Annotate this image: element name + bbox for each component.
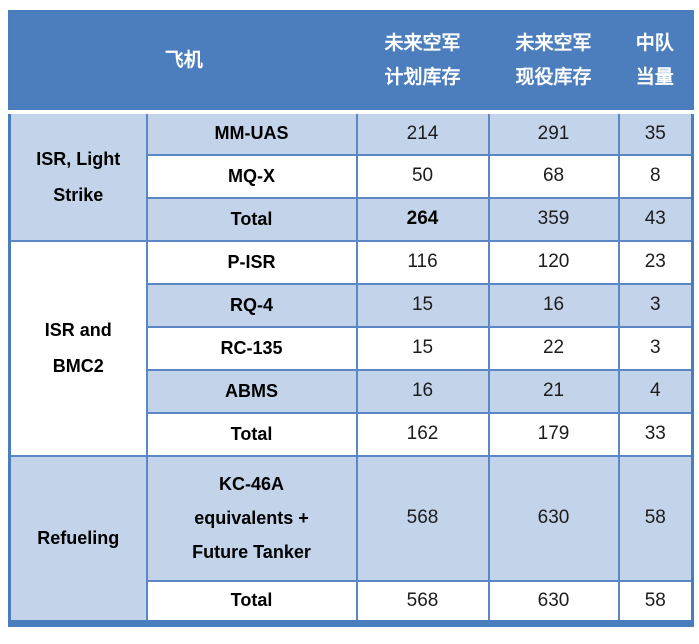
total-label-cell: Total — [145, 579, 358, 625]
planned-value: 50 — [355, 153, 490, 199]
squadron-value: 58 — [617, 579, 694, 625]
total-label-cell: Total — [145, 196, 358, 242]
aircraft-cell: ABMS — [145, 368, 358, 414]
aircraft-inventory-table: 飞机 未来空军 计划库存 未来空军 现役库存 中队 当量 — [8, 10, 695, 627]
planned-value: 568 — [355, 454, 490, 582]
header-active-line1: 未来空军 — [515, 33, 592, 55]
table-row: ISR and BMC2 P-ISR 116 120 23 — [8, 239, 694, 457]
group-cell-isr-light-strike: ISR, Light Strike — [8, 110, 148, 242]
table-row: Total 568 630 58 — [10, 579, 694, 625]
group-label-line: Refueling — [37, 528, 120, 549]
squadron-value: 43 — [617, 196, 694, 242]
aircraft-cell: RQ-4 — [145, 282, 358, 328]
header-planned-line2: 计划库存 — [384, 67, 461, 89]
planned-value: 16 — [355, 368, 490, 414]
squadron-value: 33 — [617, 411, 694, 457]
active-value: 16 — [487, 282, 620, 328]
table-row: ISR, Light Strike MM-UAS 214 291 35 — [8, 110, 694, 242]
squadron-value: 8 — [617, 153, 694, 199]
group-label-line: BMC2 — [52, 356, 104, 376]
header-squadron-line2: 当量 — [635, 67, 674, 89]
active-value: 22 — [487, 325, 620, 371]
header-squadron-line1: 中队 — [635, 33, 674, 55]
header-aircraft-label: 飞机 — [164, 50, 203, 72]
table-header: 飞机 未来空军 计划库存 未来空军 现役库存 中队 当量 — [9, 11, 693, 114]
squadron-value: 4 — [617, 368, 694, 414]
table-row: RC-135 15 22 3 — [10, 325, 694, 371]
table-row: Total 162 179 33 — [10, 411, 694, 457]
planned-value: 568 — [355, 579, 490, 625]
header-planned-inventory: 未来空军 计划库存 — [356, 11, 489, 114]
active-value: 68 — [487, 153, 620, 199]
total-label-cell: Total — [145, 411, 358, 457]
active-value: 630 — [487, 579, 620, 625]
table-row: RQ-4 15 16 3 — [10, 282, 694, 328]
header-planned-line1: 未来空军 — [384, 33, 461, 55]
table-row: Refueling KC-46A equivalents + Future Ta… — [8, 454, 694, 625]
table-row: ABMS 16 21 4 — [10, 368, 694, 414]
aircraft-label-line: KC-46A — [219, 473, 285, 494]
group-label-line: ISR, Light — [36, 148, 121, 169]
header-active-line2: 现役库存 — [515, 67, 592, 89]
group-cell-refueling: Refueling — [8, 454, 148, 625]
active-value: 291 — [487, 110, 620, 156]
aircraft-cell: MM-UAS — [145, 110, 358, 156]
planned-value: 162 — [355, 411, 490, 457]
active-value: 120 — [487, 239, 620, 285]
group-label-line: ISR and — [44, 320, 112, 340]
planned-value: 15 — [355, 282, 490, 328]
squadron-value: 3 — [617, 325, 694, 371]
aircraft-cell: P-ISR — [145, 239, 358, 285]
aircraft-label-line: Future Tanker — [192, 542, 311, 563]
active-value: 630 — [487, 454, 620, 582]
aircraft-label-line: equivalents + — [194, 507, 309, 528]
active-value: 359 — [487, 196, 620, 242]
active-value: 179 — [487, 411, 620, 457]
aircraft-cell-kc46a: KC-46A equivalents + Future Tanker — [145, 454, 358, 582]
squadron-value: 35 — [617, 110, 694, 156]
planned-value: 264 — [355, 196, 490, 242]
header-aircraft: 飞机 — [9, 11, 357, 114]
planned-value: 116 — [355, 239, 490, 285]
squadron-value: 23 — [617, 239, 694, 285]
active-value: 21 — [487, 368, 620, 414]
aircraft-cell: RC-135 — [145, 325, 358, 371]
group-label-line: Strike — [53, 184, 104, 205]
header-active-inventory: 未来空军 现役库存 — [488, 11, 619, 114]
table-row: MQ-X 50 68 8 — [10, 153, 694, 199]
squadron-value: 58 — [617, 454, 694, 582]
header-squadron-equivalent: 中队 当量 — [618, 11, 693, 114]
squadron-value: 3 — [617, 282, 694, 328]
planned-value: 214 — [355, 110, 490, 156]
group-cell-isr-and-bmc2: ISR and BMC2 — [8, 239, 148, 457]
aircraft-cell: MQ-X — [145, 153, 358, 199]
table-row: Total 264 359 43 — [10, 196, 694, 242]
planned-value: 15 — [355, 325, 490, 371]
